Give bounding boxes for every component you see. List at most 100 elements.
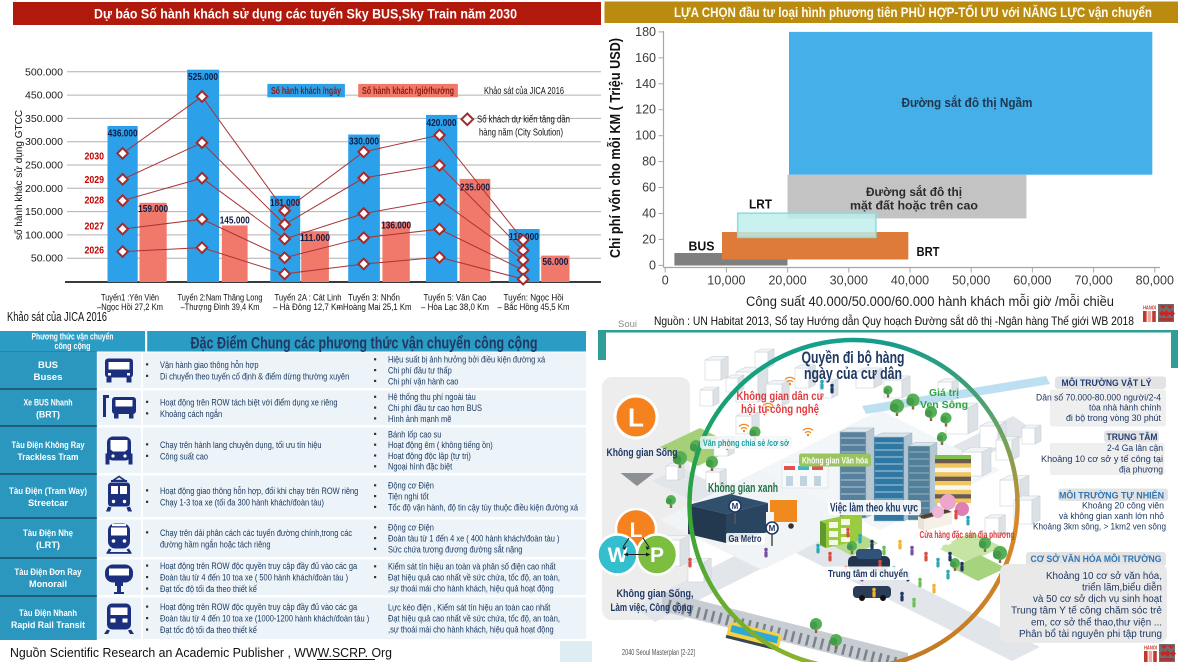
svg-text:60: 60 — [642, 181, 656, 195]
svg-text:Tuyến 2:Nam Thăng Long: Tuyến 2:Nam Thăng Long — [178, 293, 263, 303]
svg-text:Hoạt động trên ROW tách biệt v: Hoạt động trên ROW tách biệt với điểm dụ… — [160, 396, 338, 407]
svg-text:0: 0 — [662, 274, 669, 288]
svg-text:Công suất 40.000/50.000/60.000: Công suất 40.000/50.000/60.000 hành khác… — [746, 294, 1114, 309]
svg-text:L: L — [630, 519, 643, 542]
svg-text:Khoảng cách ngắn: Khoảng cách ngắn — [160, 408, 222, 419]
svg-text:Không gian Sống,: Không gian Sống, — [617, 588, 694, 600]
svg-text:Đạt tốc độ tối đa theo thiết k: Đạt tốc độ tối đa theo thiết kế — [160, 624, 257, 635]
svg-text:công cộng: công cộng — [55, 341, 91, 351]
svg-text:Dự báo Số hành khách sử dụng c: Dự báo Số hành khách sử dụng các tuyến S… — [94, 7, 517, 22]
svg-text:Ngoại hình đặc biệt: Ngoại hình đặc biệt — [388, 461, 453, 472]
svg-text:450.000: 450.000 — [25, 90, 63, 102]
svg-text:Phương thức vận chuyển: Phương thức vận chuyển — [32, 332, 114, 342]
svg-text:120: 120 — [635, 103, 656, 117]
svg-text:Hoạt động trên ROW độc quyền t: Hoạt động trên ROW độc quyền truy cập đầ… — [160, 601, 357, 612]
svg-text:tòa nhà hành chính: tòa nhà hành chính — [1089, 403, 1161, 413]
svg-text:– Bắc Hồng 45,5 Km: – Bắc Hồng 45,5 Km — [498, 302, 570, 312]
svg-text:Tuyến 3: Nhổn: Tuyến 3: Nhổn — [348, 293, 400, 303]
svg-text:330.000: 330.000 — [349, 137, 379, 148]
svg-text:Công suất cao: Công suất cao — [160, 450, 208, 461]
svg-text:300.000: 300.000 — [25, 136, 63, 148]
svg-text:Khảo sát của JICA 2016: Khảo sát của JICA 2016 — [484, 85, 564, 97]
svg-text:MÔI TRƯỜNG VẬT LÝ: MÔI TRƯỜNG VẬT LÝ — [1062, 377, 1153, 389]
svg-text:Hình ảnh mạnh mẽ: Hình ảnh mạnh mẽ — [388, 413, 452, 424]
svg-text:Đường sắt đô thị Ngầm: Đường sắt đô thị Ngầm — [902, 95, 1033, 110]
svg-text:– Hòa Lạc 38,0 Km: – Hòa Lạc 38,0 Km — [421, 302, 489, 312]
svg-text:Buses: Buses — [34, 372, 63, 382]
svg-text:Chi phí vốn cho mỗi KM ( Triệu: Chi phí vốn cho mỗi KM ( Triệu USD) — [607, 38, 624, 258]
svg-text:Hiệu suất bị ảnh hưởng bởi điề: Hiệu suất bị ảnh hưởng bởi điều kiện đườ… — [388, 354, 545, 365]
svg-text:2026: 2026 — [85, 245, 105, 257]
svg-text:MÔI TRƯỜNG TỰ NHIÊN: MÔI TRƯỜNG TỰ NHIÊN — [1059, 490, 1164, 501]
svg-text:Đạt hiệu quả cao nhất về sức: Đạt hiệu quả cao nhất về sức chứa, tốc đ… — [388, 613, 560, 624]
svg-text:235.000: 235.000 — [460, 183, 490, 194]
svg-text:Tốc độ vận hành, độ tin cậy tù: Tốc độ vận hành, độ tin cậy tùy thuộc đi… — [388, 501, 578, 512]
svg-text:,sự thoái mái cho hành khách,: ,sự thoái mái cho hành khách, hiệu quả h… — [388, 582, 554, 593]
svg-text:Streetcar: Streetcar — [28, 498, 68, 508]
svg-text:Rapid Rail Transit: Rapid Rail Transit — [11, 620, 85, 630]
svg-text:525.000: 525.000 — [188, 72, 218, 83]
svg-text:Khảo sát của JICA 2016: Khảo sát của JICA 2016 — [7, 310, 107, 324]
svg-text:20,000: 20,000 — [768, 274, 806, 288]
svg-text:M: M — [732, 502, 739, 511]
svg-text:Ga Metro: Ga Metro — [729, 533, 762, 545]
svg-text:70,000: 70,000 — [1074, 274, 1112, 288]
svg-text:20: 20 — [642, 232, 656, 246]
svg-text:Hoạt động độc lập (tự trị): Hoạt động độc lập (tự trị) — [388, 450, 471, 461]
svg-text:350.000: 350.000 — [25, 113, 63, 125]
svg-text:Di chuyển theo tuyến cố định &: Di chuyển theo tuyến cố định & điểm dừng… — [160, 370, 349, 381]
svg-text:Tuyến: Ngọc Hồi: Tuyến: Ngọc Hồi — [504, 293, 564, 303]
svg-text:Đạt hiệu quả cao nhất về sức: Đạt hiệu quả cao nhất về sức chứa, tốc đ… — [388, 572, 560, 583]
svg-text:100.000: 100.000 — [25, 229, 63, 241]
svg-text:50.000: 50.000 — [31, 253, 63, 265]
svg-text:–Ngọc Hồi 27,2 Km: –Ngọc Hồi 27,2 Km — [97, 302, 163, 312]
svg-text:Bánh lốp cao su: Bánh lốp cao su — [388, 428, 442, 439]
svg-text:2030: 2030 — [85, 151, 105, 163]
svg-text:Đoàn tàu từ 4 đến 10 toa xe (1: Đoàn tàu từ 4 đến 10 toa xe (1000-1200 h… — [160, 613, 369, 624]
svg-text:Động cơ Điện: Động cơ Điện — [388, 522, 434, 533]
svg-text:Tàu Điện Đơn Ray: Tàu Điện Đơn Ray — [15, 567, 83, 577]
svg-text:Hệ thống thu phí ngoài tàu: Hệ thống thu phí ngoài tàu — [388, 391, 476, 402]
svg-text:Động cơ Điện: Động cơ Điện — [388, 480, 434, 491]
svg-text:Trung tâm Y tế công chăm sóc: Trung tâm Y tế công chăm sóc trẻ — [1011, 605, 1162, 617]
svg-text:40: 40 — [642, 206, 656, 220]
svg-text:145.000: 145.000 — [220, 216, 250, 227]
svg-text:HANOI: HANOI — [1143, 306, 1156, 312]
svg-text:136.000: 136.000 — [381, 221, 411, 232]
svg-text:111.000: 111.000 — [300, 233, 330, 244]
svg-text:Xe BUS Nhanh: Xe BUS Nhanh — [24, 398, 73, 408]
svg-text:Khoảng 10 cơ sở văn hóa,: Khoảng 10 cơ sở văn hóa, — [1046, 570, 1162, 582]
svg-text:TRUNG TÂM: TRUNG TÂM — [1107, 431, 1158, 442]
svg-text:địa phương: địa phương — [1119, 464, 1163, 474]
svg-text:– Hoàng Mai 25,1 Km: – Hoàng Mai 25,1 Km — [337, 302, 412, 312]
svg-text:2029: 2029 — [85, 174, 105, 186]
svg-text:200.000: 200.000 — [25, 183, 63, 195]
svg-text:BRT: BRT — [917, 245, 940, 259]
svg-text:và 50 cơ sở dịch vụ sinh hoạt: và 50 cơ sở dịch vụ sinh hoạt — [1033, 593, 1162, 605]
svg-text:(BRT): (BRT) — [36, 410, 60, 420]
svg-text:30,000: 30,000 — [830, 274, 868, 288]
svg-text:Tàu Điện Nhanh: Tàu Điện Nhanh — [19, 608, 77, 618]
svg-text:và không gian xanh lớn nhỏ: và không gian xanh lớn nhỏ — [1059, 511, 1164, 521]
svg-text:ngày của cư dân: ngày của cư dân — [804, 365, 902, 383]
svg-text:Chạy 1-3 toa xe (tối đa 300 hà: Chạy 1-3 toa xe (tối đa 300 hành khách/đ… — [160, 496, 324, 507]
svg-text:Ven Sông: Ven Sông — [920, 400, 968, 411]
svg-text:Không gian Sống: Không gian Sống — [607, 447, 678, 459]
svg-text:BUS: BUS — [689, 240, 715, 254]
svg-text:Số hành khách /ngày: Số hành khách /ngày — [271, 85, 341, 97]
svg-text:Quyền đi bộ hàng: Quyền đi bộ hàng — [802, 349, 905, 367]
svg-text:Sức chứa tương đương đường sắt: Sức chứa tương đương đường sắt nặng — [388, 543, 523, 554]
svg-text:Làm việc, Công cộng: Làm việc, Công cộng — [611, 602, 692, 614]
svg-text:Tuyến1 :Yên Viên: Tuyến1 :Yên Viên — [101, 293, 159, 303]
svg-text:Dân số 70.000-80.000 người/2-4: Dân số 70.000-80.000 người/2-4 — [1036, 393, 1161, 403]
svg-text:Việc làm theo khu vực: Việc làm theo khu vực — [830, 501, 918, 515]
svg-text:56.000: 56.000 — [542, 257, 568, 268]
svg-text:Chi phí đầu tư thấp: Chi phí đầu tư thấp — [388, 365, 452, 376]
svg-text:Hoạt động giao thông hỗn hợp,: Hoạt động giao thông hỗn hợp, đối khi ch… — [160, 485, 359, 496]
svg-text:Đoàn tàu từ 4 đến 10 toa xe (: Đoàn tàu từ 4 đến 10 toa xe ( 500 hành k… — [160, 572, 348, 583]
svg-text:Hoạt động trên ROW độc quyền t: Hoạt động trên ROW độc quyền truy cập đầ… — [160, 560, 357, 571]
svg-text:Không gian Văn hóa: Không gian Văn hóa — [802, 456, 869, 467]
svg-text:Monorail: Monorail — [29, 579, 67, 589]
svg-text:60,000: 60,000 — [1013, 274, 1051, 288]
svg-text:2-4 Ga lân cận: 2-4 Ga lân cận — [1107, 443, 1163, 453]
